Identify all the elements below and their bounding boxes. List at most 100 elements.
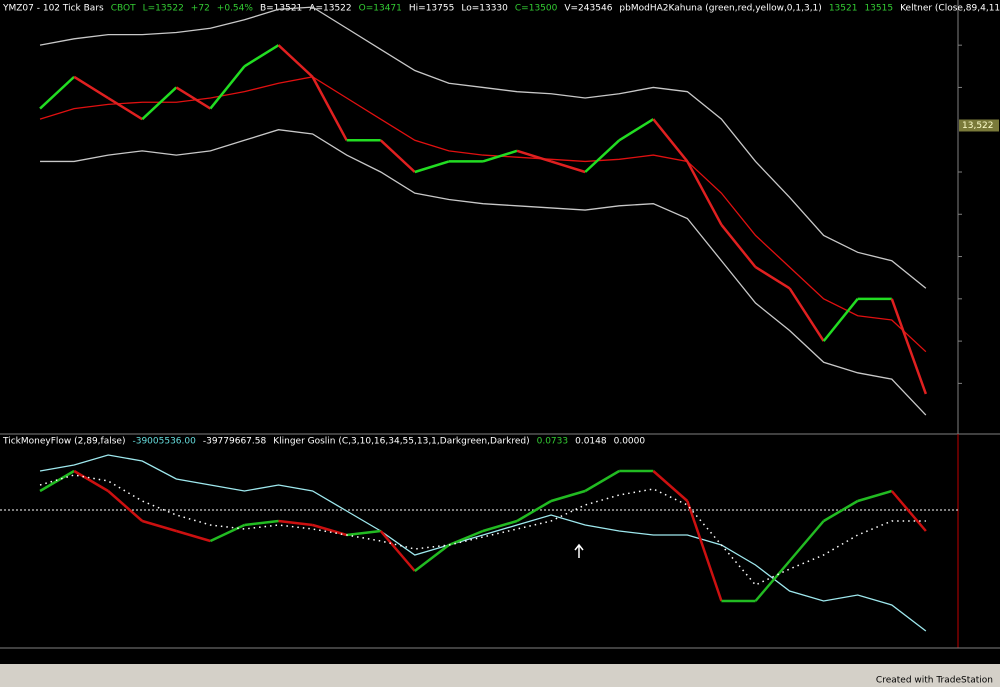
x-tick-label: 14:25 — [368, 651, 394, 661]
x-tick-label: 14:08 — [266, 651, 292, 661]
header-item: Lo=13330 — [461, 4, 508, 14]
x-tick-label: 14:29 — [402, 651, 428, 661]
last-price-box — [959, 119, 999, 132]
x-tick-label: 14:44 — [538, 651, 564, 661]
y-tick-label: 13,500 — [964, 167, 996, 177]
header-item: Keltner (Close,89,4,11,20,amap((h+l+c+c+… — [900, 4, 1000, 14]
header-item: L=13522 — [143, 4, 184, 14]
x-tick-label: 14:47 — [572, 651, 598, 661]
line-series — [39, 474, 926, 586]
line-series — [40, 129, 927, 416]
line-segment — [720, 224, 757, 268]
line-segment — [890, 298, 928, 395]
line-segment — [754, 266, 791, 290]
line-segment — [686, 160, 723, 226]
header-item: -39779667.58 — [203, 437, 267, 447]
header-item: 0.0733 — [537, 437, 569, 447]
x-tick-label: 13:49 — [163, 651, 189, 661]
line-segment — [414, 544, 450, 572]
x-tick-label: 13:31 — [27, 651, 53, 661]
line-segment — [39, 469, 75, 493]
footer: Created with TradeStation — [876, 676, 993, 686]
y-tick-label: 13,420 — [964, 337, 996, 347]
arrow-annotation — [574, 543, 584, 558]
line-segment — [39, 75, 75, 110]
line-segment — [73, 469, 109, 493]
line-segment — [823, 499, 859, 523]
line-segment — [243, 44, 280, 68]
x-tick-label: 13:44 — [129, 651, 155, 661]
line-segment — [482, 519, 518, 533]
line-segment — [686, 500, 723, 602]
line-segment — [857, 489, 893, 503]
header-item: CBOT — [111, 4, 136, 14]
y-tick-label: 13,400 — [964, 379, 996, 389]
line-segment — [73, 75, 109, 100]
x-tick-label: 14:36 — [470, 651, 496, 661]
line-segment — [175, 86, 212, 110]
line-segment — [550, 160, 586, 174]
header-item: Hi=13755 — [409, 4, 454, 14]
line-segment — [618, 118, 654, 142]
x-tick-label: 14:32 — [436, 651, 462, 661]
header-item: O=13471 — [359, 4, 402, 14]
header-item: A=13522 — [309, 4, 351, 14]
line-segment — [107, 490, 144, 522]
line-segment — [652, 118, 689, 163]
line-segment — [209, 65, 246, 110]
chart-background — [0, 0, 1000, 664]
line-segment — [584, 469, 620, 493]
header-item: 0.0000 — [614, 437, 646, 447]
line-segment — [448, 529, 484, 547]
x-tick-label: 15:05 — [845, 651, 871, 661]
line-segment — [788, 287, 825, 342]
y-tick-label: 13,560 — [964, 41, 996, 51]
line-segment — [277, 44, 314, 78]
header-item: -39005536.00 — [132, 437, 196, 447]
x-tick-label: 15:04 — [811, 651, 837, 661]
line-series — [39, 76, 927, 353]
line-segment — [311, 76, 348, 141]
x-tick-label: 13:56 — [197, 651, 223, 661]
header-item: +0.54% — [217, 4, 254, 14]
line-segment — [550, 489, 586, 503]
line-segment — [754, 560, 791, 602]
line-segment — [141, 519, 177, 533]
line-segment — [584, 139, 621, 173]
x-tick-label: 15:00 — [743, 651, 769, 661]
header-item: V=243546 — [564, 4, 612, 14]
line-segment — [516, 149, 552, 163]
last-price-label: 13,522 — [962, 121, 994, 131]
line-series — [39, 454, 927, 632]
line-segment — [379, 530, 416, 572]
header-item: C=13500 — [515, 4, 558, 14]
line-segment — [278, 519, 313, 527]
y-tick-label: 13,440 — [964, 294, 996, 304]
header-item: 13515 — [864, 4, 893, 14]
line-segment — [141, 86, 178, 121]
x-tick-label: 13:38 — [95, 651, 121, 661]
y-tick-label: 13,460 — [964, 252, 996, 262]
header-item: YMZ07 - 102 Tick Bars — [2, 4, 104, 14]
x-tick-label: 14:50 — [606, 651, 632, 661]
line-segment — [379, 139, 416, 173]
x-tick-label: 15:11 — [913, 651, 939, 661]
line-segment — [516, 499, 552, 523]
header-item: pbModHA2Kahuna (green,red,yellow,0,1,3,1… — [619, 4, 821, 14]
header-item: 0.0148 — [575, 437, 607, 447]
line-segment — [107, 96, 143, 121]
line-segment — [890, 490, 927, 532]
line-segment — [346, 529, 381, 537]
line-segment — [788, 520, 825, 562]
line-segment — [652, 470, 689, 502]
x-tick-label: 15:08 — [879, 651, 905, 661]
x-tick-label: 14:18 — [300, 651, 326, 661]
header-item: Klinger Goslin (C,3,10,16,34,55,13,1,Dar… — [273, 437, 529, 447]
x-tick-label: 14:03 — [231, 651, 257, 661]
x-tick-label: 14:39 — [504, 651, 530, 661]
line-segment — [414, 160, 450, 174]
line-segment — [822, 298, 859, 342]
x-tick-label: 15:02 — [777, 651, 803, 661]
